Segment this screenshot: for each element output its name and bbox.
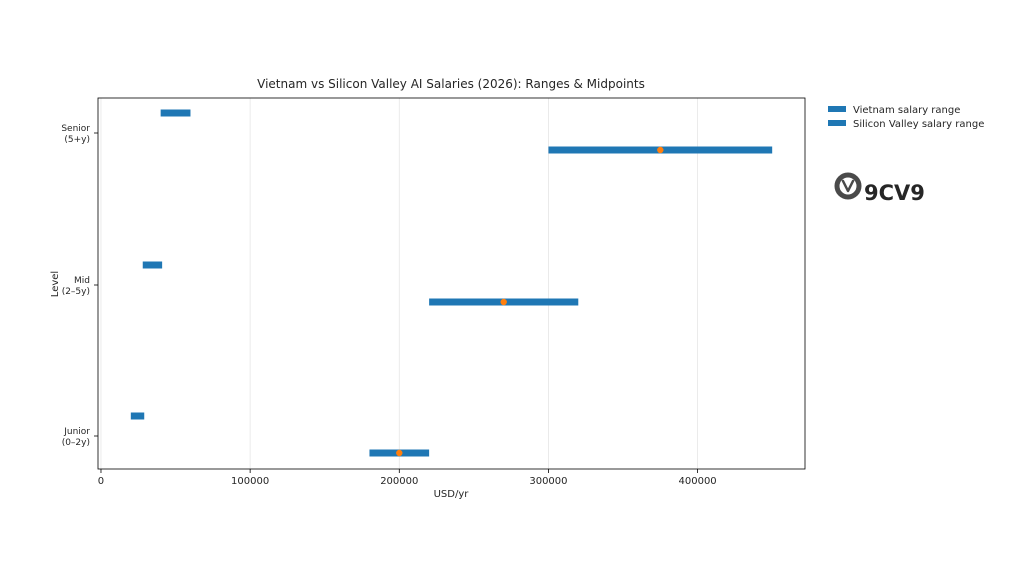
y-axis: Junior (0–2y) Mid (2–5y) Senior (5+y) [61,124,98,448]
legend-swatch-vietnam [828,106,846,112]
vietnam-range-bar [130,412,145,420]
y-tick-label: Mid (2–5y) [62,276,90,297]
vietnam-range-bar [160,109,191,117]
legend-label-vietnam: Vietnam salary range [853,105,960,116]
plot-frame [97,97,806,470]
logo-9cv9: 9CV9 [834,172,925,205]
x-axis-label: USD/yr [434,489,470,500]
legend-swatch-silicon-valley [828,120,846,126]
x-tick-label: 400000 [679,476,717,487]
logo-ring-icon [834,172,862,200]
x-tick-label: 200000 [380,476,418,487]
x-tick-label: 300000 [529,476,567,487]
bars [130,109,773,457]
x-axis: 0 100000 200000 300000 400000 [98,469,717,487]
legend: Vietnam salary range Silicon Valley sala… [828,105,984,130]
midpoint-marker [657,146,664,154]
y-axis-label: Level [50,271,61,297]
legend-label-silicon-valley: Silicon Valley salary range [853,119,984,130]
vietnam-range-bar [142,261,163,269]
x-tick-label: 0 [98,476,104,487]
chart-title: Vietnam vs Silicon Valley AI Salaries (2… [257,77,645,91]
midpoint-marker [500,298,507,306]
midpoints [396,146,664,457]
logo-text: 9CV9 [864,181,925,205]
y-tick-label: Senior (5+y) [61,124,90,145]
y-tick-label: Junior (0–2y) [62,427,91,448]
midpoint-marker [396,449,403,457]
logo-check-icon [841,179,855,193]
grid [100,98,699,469]
x-tick-label: 100000 [231,476,269,487]
